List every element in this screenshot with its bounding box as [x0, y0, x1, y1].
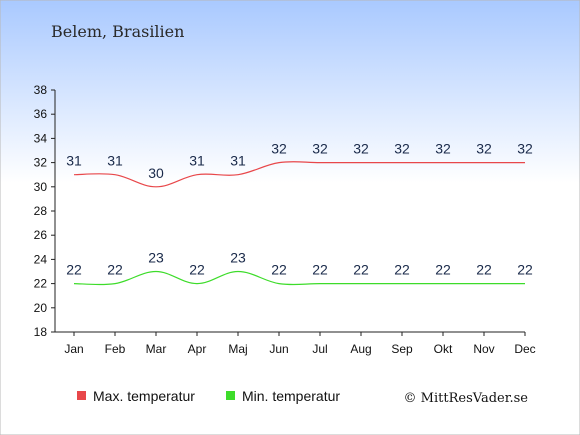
x-tick-label: Dec — [514, 342, 535, 356]
data-label: 32 — [476, 141, 492, 157]
y-tick-label: 22 — [34, 277, 48, 291]
data-label: 22 — [353, 262, 369, 278]
data-label: 32 — [517, 141, 533, 157]
data-label: 22 — [394, 262, 410, 278]
x-tick-label: Apr — [188, 342, 207, 356]
data-labels: 31 31 30 31 31 32 32 32 32 32 32 32 22 22 23 22 23 22 22 22… — [66, 141, 533, 278]
data-label: 22 — [517, 262, 533, 278]
data-label: 32 — [394, 141, 410, 157]
x-tick-label: Mar — [146, 342, 167, 356]
legend-label: Max. temperatur — [93, 388, 195, 404]
x-tick-label: Jul — [312, 342, 327, 356]
x-tick-label: Maj — [228, 342, 247, 356]
y-tick-label: 24 — [34, 252, 48, 266]
data-label: 31 — [230, 153, 246, 169]
data-label: 22 — [435, 262, 451, 278]
y-tick-label: 26 — [34, 228, 48, 242]
x-tick-label: Jun — [269, 342, 288, 356]
legend-label: Min. temperatur — [242, 388, 340, 404]
y-tick-label: 20 — [34, 301, 48, 315]
data-label: 30 — [148, 165, 164, 181]
data-label: 31 — [189, 153, 205, 169]
data-label: 22 — [476, 262, 492, 278]
x-tick-label: Jan — [64, 342, 83, 356]
data-label: 31 — [107, 153, 123, 169]
data-label: 22 — [107, 262, 123, 278]
x-tick-label: Aug — [350, 342, 371, 356]
data-label: 32 — [271, 141, 287, 157]
x-tick-label: Sep — [391, 342, 413, 356]
y-tick-label: 36 — [34, 107, 48, 121]
data-label: 22 — [189, 262, 205, 278]
legend: Max. temperatur Min. temperatur — [77, 388, 340, 404]
y-tick-label: 38 — [34, 83, 48, 97]
series-line-min — [73, 270, 525, 286]
x-tick-label: Okt — [434, 342, 453, 356]
y-tick-label: 34 — [34, 131, 48, 145]
y-tick-label: 28 — [34, 204, 48, 218]
data-label: 31 — [66, 153, 82, 169]
legend-swatch — [226, 391, 235, 400]
series-line-max — [73, 161, 525, 188]
data-label: 23 — [148, 250, 164, 266]
x-tick-label: Nov — [473, 342, 494, 356]
legend-swatch — [77, 391, 86, 400]
x-tick-label: Feb — [105, 342, 126, 356]
data-label: 22 — [312, 262, 328, 278]
y-tick-label: 18 — [34, 325, 48, 339]
axes: 18 20 22 24 26 28 30 32 34 36 38 Jan Feb Mar Apr Maj Jun… — [34, 83, 536, 356]
y-tick-label: 30 — [34, 180, 48, 194]
data-label: 22 — [271, 262, 287, 278]
data-label: 32 — [353, 141, 369, 157]
data-label: 32 — [312, 141, 328, 157]
chart-title: Belem, Brasilien — [51, 22, 184, 41]
y-tick-label: 32 — [34, 156, 48, 170]
data-label: 22 — [66, 262, 82, 278]
data-label: 32 — [435, 141, 451, 157]
data-label: 23 — [230, 250, 246, 266]
series-lines — [73, 161, 525, 286]
credit-text: © MittResVader.se — [404, 391, 529, 406]
